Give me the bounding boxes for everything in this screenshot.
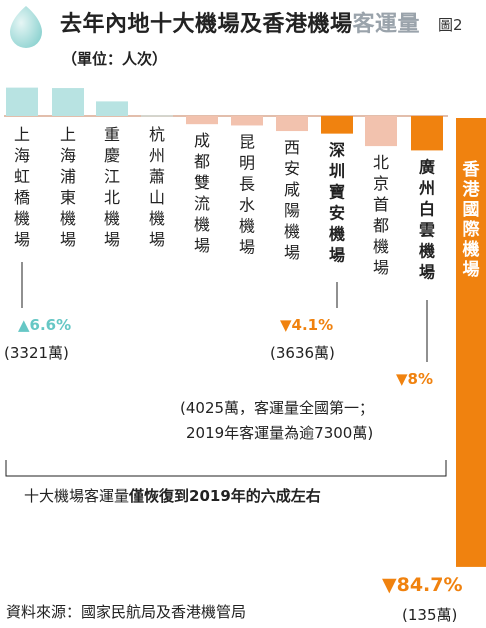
bar-label-char: 港: [463, 179, 481, 200]
bar-label-char: 成: [194, 131, 210, 150]
bar-label-char: 場: [419, 262, 435, 281]
bar-label-char: 深: [329, 141, 345, 160]
bar-4: [186, 116, 218, 125]
bar-label-char: 機: [104, 209, 120, 228]
bar-label-char: 場: [149, 230, 165, 249]
bar-label-char: 安: [284, 159, 300, 178]
bar-5: [231, 116, 263, 126]
callout-change-guangzhou: ▼8%: [396, 370, 434, 388]
callout-note-guangzhou-line2: 2019年客運量為逾7300萬): [186, 424, 374, 442]
bar-label-char: 雲: [419, 220, 435, 239]
bar-label-char: 場: [14, 230, 30, 249]
bar-label-char: 香: [463, 160, 480, 180]
bar-label-char: 機: [149, 209, 165, 228]
bar-label-char: 陽: [284, 201, 300, 220]
bar-8: [365, 116, 397, 147]
bar-label-char: 機: [239, 216, 255, 235]
bar-label-char: 機: [194, 215, 210, 234]
bar-label-char: 流: [194, 194, 210, 213]
bar-label-char: 圳: [329, 162, 345, 181]
bar-label-char: 場: [194, 236, 210, 255]
bar-label-char: 場: [239, 237, 255, 256]
figure-number: 圖2: [438, 16, 463, 34]
bar-label-char: 都: [373, 216, 389, 235]
bar-label-char: 橋: [14, 188, 30, 207]
bar-label-char: 東: [60, 188, 76, 207]
bar-label-char: 上: [60, 125, 76, 144]
bar-label-char: 機: [463, 239, 480, 260]
bar-label-char: 昆: [239, 132, 255, 151]
bar-label-char: 安: [329, 204, 345, 223]
bar-label-char: 場: [104, 230, 120, 249]
callout-change-hongkong: ▼84.7%: [382, 574, 463, 596]
bar-label-char: 機: [419, 241, 435, 260]
bar-label-char: 西: [284, 138, 300, 157]
bar-label-char: 場: [373, 258, 389, 277]
bar-label-char: 廣: [419, 157, 435, 176]
bar-label-char: 際: [463, 219, 481, 240]
bar-label-char: 場: [463, 260, 480, 280]
bar-label-char: 明: [239, 153, 255, 172]
bar-label-char: 白: [419, 199, 435, 218]
bar-0: [6, 87, 38, 116]
bar-label-char: 場: [284, 243, 300, 262]
bar-label-char: 長: [239, 174, 255, 193]
bar-label-char: 寶: [329, 183, 345, 202]
bar-label-char: 水: [239, 195, 255, 214]
bar-label-char: 重: [104, 125, 120, 144]
bar-label-char: 雙: [194, 173, 210, 192]
conclusion-bracket: [5, 460, 447, 477]
bar-label-char: 國: [463, 200, 480, 220]
chart-title: 去年內地十大機場及香港機場客運量: [60, 12, 421, 37]
bar-label-char: 江: [104, 167, 120, 186]
bar-hong-kong: [456, 118, 486, 567]
bar-label-char: 都: [194, 152, 210, 171]
callout-passengers-shenzhen: (3636萬): [270, 344, 335, 362]
unit-label: （單位：人次）: [62, 50, 168, 68]
bar-label-char: 場: [60, 230, 76, 249]
bar-label-char: 山: [149, 188, 165, 207]
bar-2: [96, 101, 128, 116]
bar-3: [141, 115, 173, 117]
bar-label-char: 海: [14, 146, 30, 165]
callout-note-guangzhou-line1: (4025萬，客運量全國第一；: [180, 399, 375, 417]
bar-6: [276, 116, 308, 132]
bar-label-char: 北: [373, 153, 389, 172]
bar-label-char: 上: [14, 125, 30, 144]
bar-label-char: 州: [418, 178, 435, 197]
bar-label-char: 機: [329, 225, 345, 244]
callout-change-hongqiao: ▲6.6%: [18, 316, 72, 334]
bar-label-char: 海: [60, 146, 76, 165]
bar-label-char: 機: [284, 222, 300, 241]
water-drop-icon: [10, 6, 42, 48]
bar-label-char: 蕭: [149, 167, 165, 186]
conclusion-text: 十大機場客運量僅恢復到2019年的六成左右: [24, 487, 321, 505]
bar-label-char: 浦: [60, 167, 76, 186]
bar-label-char: 機: [373, 237, 389, 256]
bar-label-char: 虹: [14, 167, 30, 186]
bar-1: [52, 88, 84, 116]
bar-label-char: 京: [373, 174, 389, 193]
callout-passengers-hongkong: (135萬): [402, 606, 458, 624]
bar-9: [411, 116, 443, 151]
bar-label-char: 杭: [149, 125, 165, 144]
bar-label-char: 北: [104, 188, 120, 207]
callout-passengers-hongqiao: (3321萬): [4, 344, 69, 362]
bar-label-char: 咸: [284, 180, 300, 199]
bar-label-char: 機: [60, 209, 76, 228]
bar-label-char: 慶: [104, 146, 120, 165]
bar-label-char: 機: [14, 209, 30, 228]
bar-label-char: 州: [149, 146, 165, 165]
source-note: 資料來源：國家民航局及香港機管局: [6, 603, 247, 621]
bar-label-char: 首: [373, 195, 389, 214]
bar-label-char: 場: [329, 246, 345, 265]
callout-change-shenzhen: ▼4.1%: [280, 316, 334, 334]
bar-7: [321, 116, 353, 134]
